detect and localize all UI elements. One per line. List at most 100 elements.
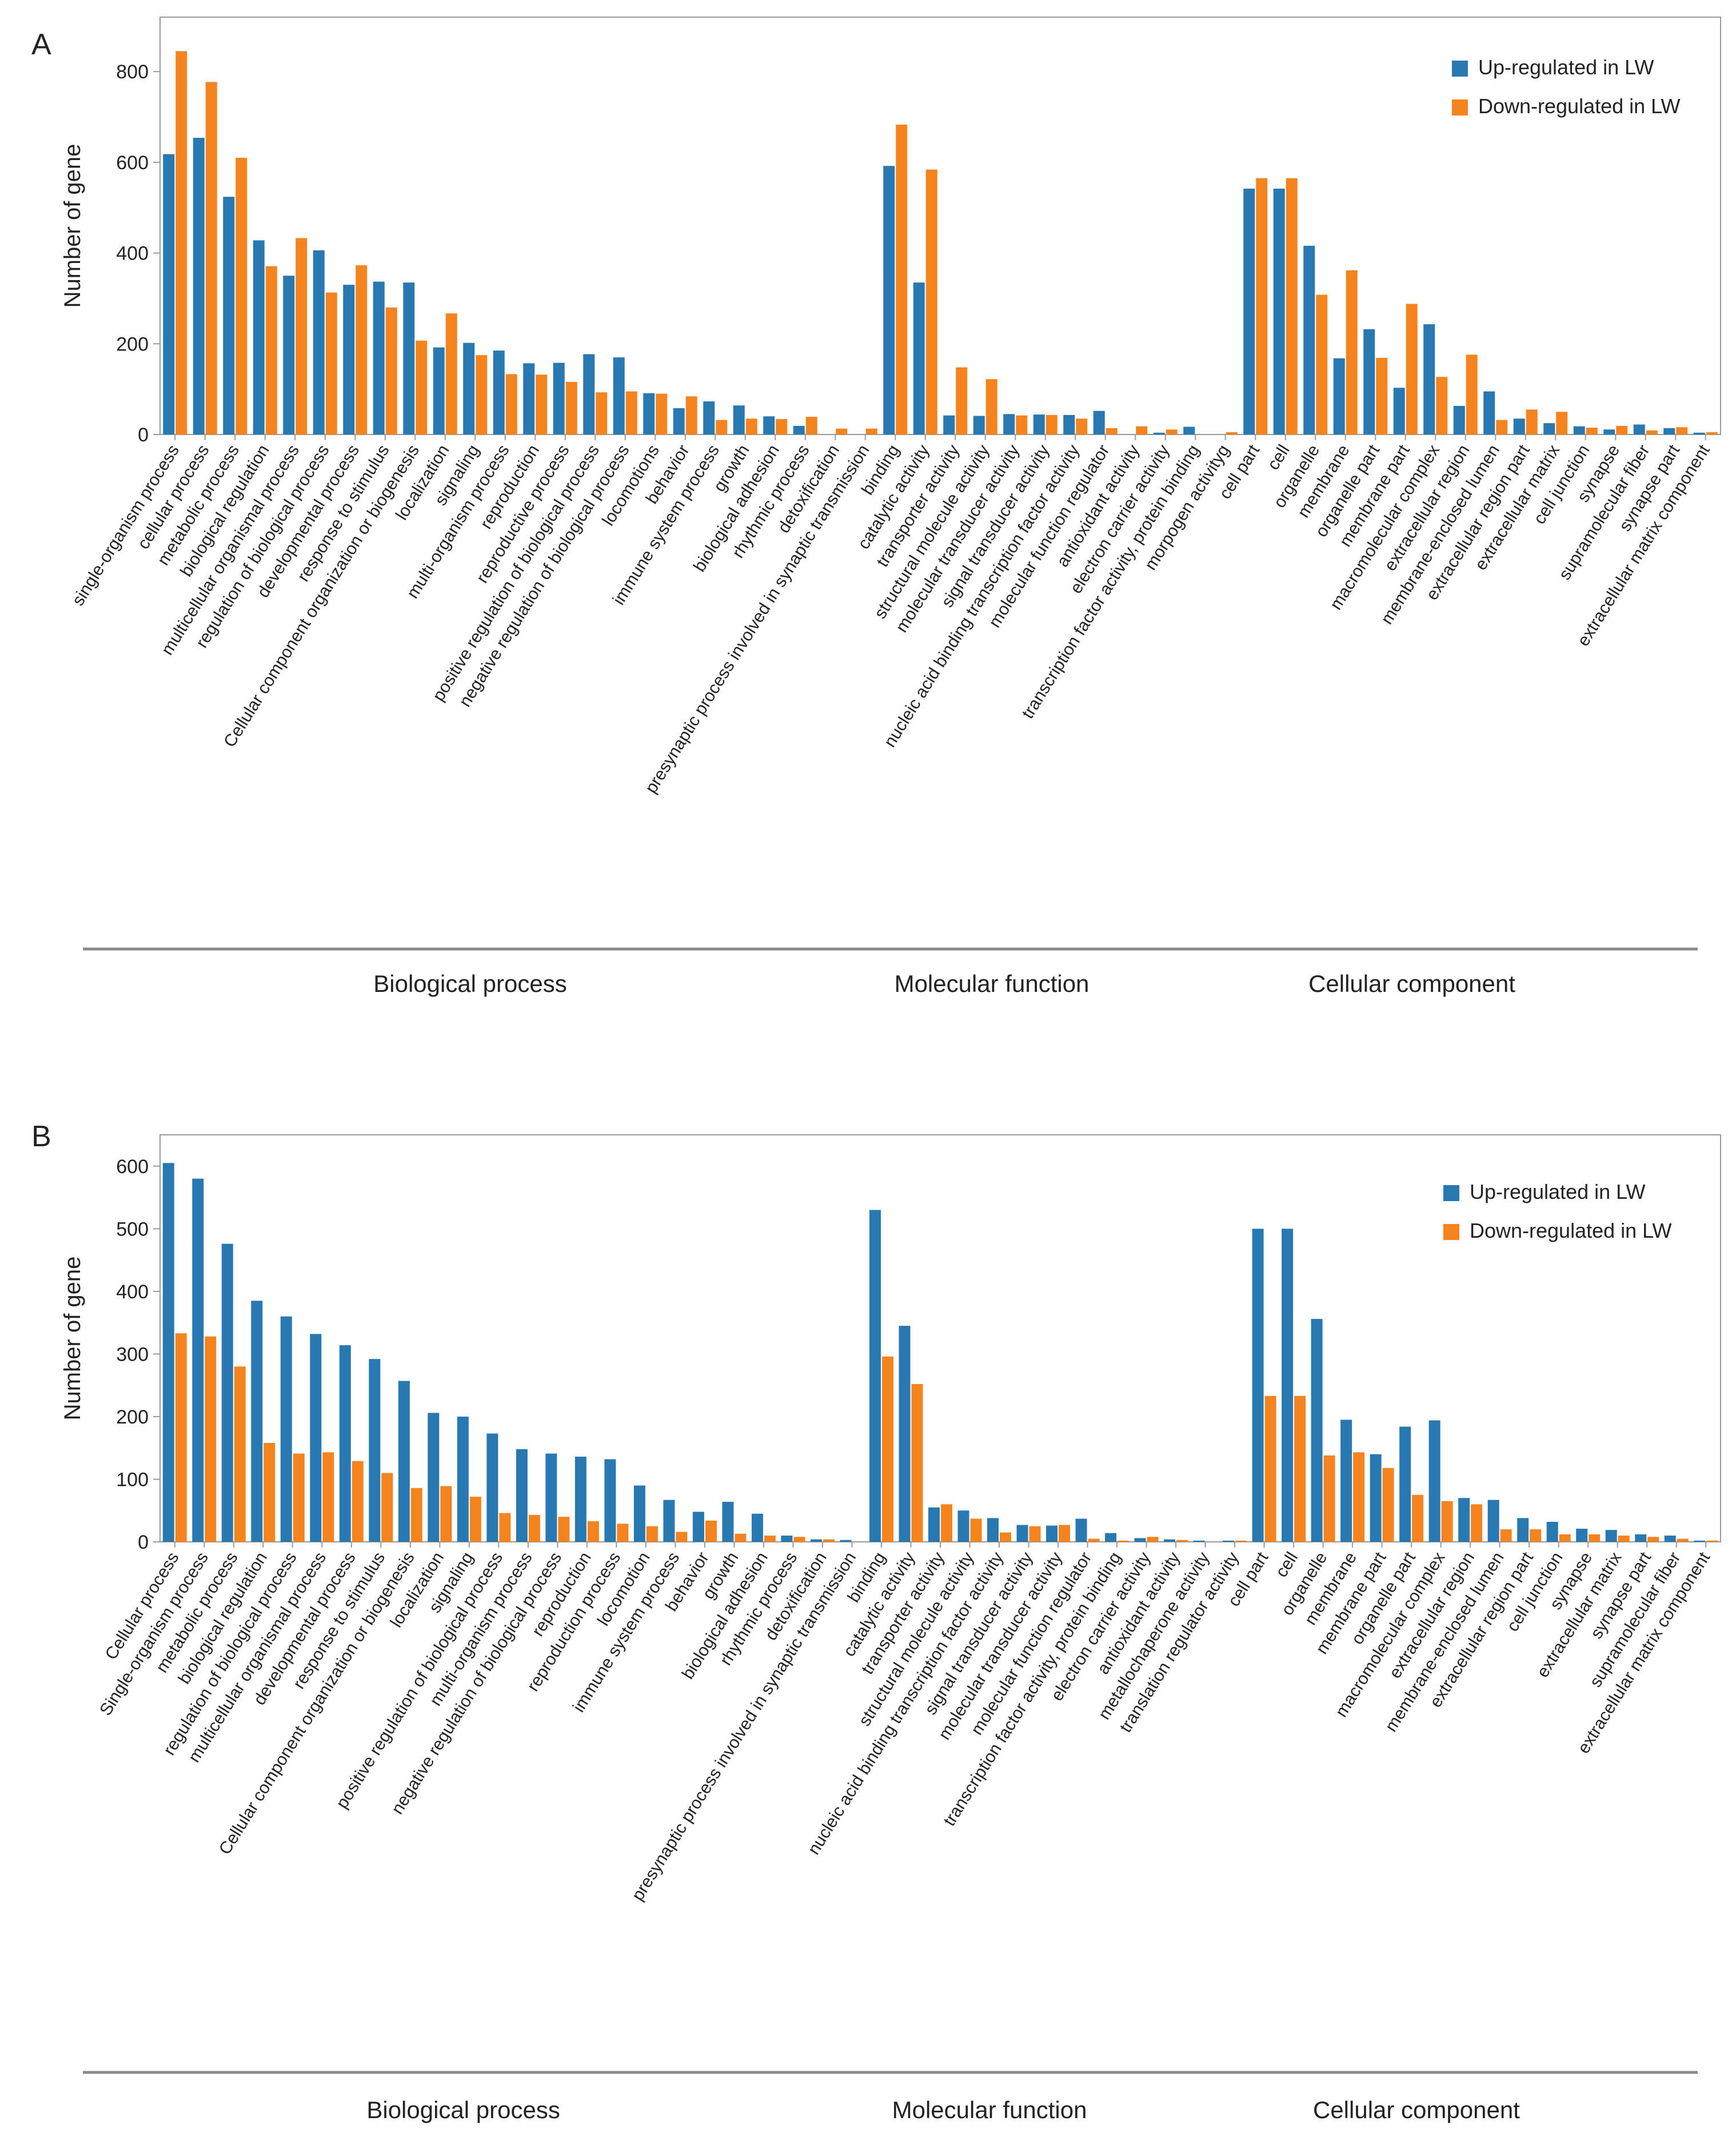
bar-down [175,1333,187,1542]
bar-up [1033,414,1045,434]
bar-up [310,1334,322,1542]
bar-up [283,276,295,434]
bar-up [913,282,925,434]
bar-down [1294,1396,1306,1542]
bar-up [1370,1454,1382,1542]
group-label: Biological process [366,2096,560,2123]
bar-down [1406,304,1418,434]
bar-up [1487,1500,1499,1542]
bar-up [1664,1536,1676,1542]
bar-up [1340,1420,1352,1542]
bar-up [523,363,535,434]
bar-down [1441,1501,1453,1542]
bar-down [793,1537,805,1542]
bar-down [385,307,397,434]
bar-up [1164,1539,1176,1542]
group-label: Biological process [373,970,567,997]
bar-up [493,350,505,434]
bar-up [943,415,955,434]
bar-down [1118,1540,1130,1542]
bar-down [499,1513,511,1542]
bar-up [1093,410,1105,434]
bar-down [985,379,997,434]
bar-down [1323,1455,1335,1542]
bar-down [970,1518,982,1542]
y-tick-label: 200 [116,333,149,355]
bar-down [956,367,968,434]
bar-down [1235,1540,1247,1542]
bar-up [1399,1426,1411,1542]
bar-down [1500,1529,1512,1542]
bar-down [685,396,697,434]
category-label: cell [1272,1549,1302,1581]
bar-down [505,374,517,434]
bar-up [810,1539,822,1542]
group-label: Cellular component [1308,970,1515,997]
bar-down [1559,1534,1571,1542]
bar-up [1576,1528,1588,1542]
y-axis-label: Number of gene [60,144,85,308]
bar-up [1273,188,1285,434]
y-tick-label: 400 [116,243,149,265]
bar-down [596,392,608,434]
bar-down [381,1473,393,1542]
bar-up [1003,414,1015,434]
bar-down [941,1504,952,1542]
bar-up [574,1457,586,1542]
bar-up [1453,406,1465,434]
bar-down [881,1356,893,1542]
bar-down [764,1536,776,1542]
bar-down [175,51,187,435]
bar-down [1471,1504,1483,1542]
bar-down [1088,1538,1100,1542]
bar-up [633,1485,645,1542]
bar-down [1136,426,1148,434]
bar-up [604,1459,616,1542]
bar-up [545,1453,557,1542]
bar-down [1556,412,1568,434]
bar-up [1016,1525,1028,1542]
legend-label-down: Down-regulated in LW [1478,94,1681,118]
bar-up [398,1381,410,1542]
bar-up [1517,1518,1529,1542]
bar-down [528,1514,540,1542]
bar-down [1706,1540,1718,1542]
bar-down [1076,418,1088,434]
bar-down [1496,420,1508,434]
bar-up [369,1359,381,1542]
bar-up [339,1345,351,1542]
bar-up [251,1301,263,1542]
bar-down [322,1452,334,1542]
legend: Up-regulated in LW Down-regulated in LW [1443,1180,1672,1242]
bar-up [253,240,265,434]
bar-down [264,1442,276,1542]
bar-up [673,408,685,434]
bar-down [716,420,728,434]
bar-up [793,425,805,434]
bar-down [1029,1526,1041,1542]
bar-up [883,166,895,434]
bar-down [558,1517,570,1542]
bar-down [1166,429,1178,434]
group-label: Cellular component [1313,2096,1520,2123]
bar-up [221,1243,233,1542]
bar-up [781,1536,793,1542]
bar-up [1134,1538,1146,1542]
legend-swatch-up [1452,61,1468,77]
bar-up [1573,426,1585,434]
y-axis-label: Number of gene [60,1257,85,1421]
bar-down [1000,1532,1012,1542]
bar-up [1243,188,1255,434]
group-label: Molecular function [895,970,1090,997]
bar-up [1546,1521,1558,1542]
bar-down [911,1384,923,1542]
bar-up [162,1163,174,1542]
bar-up [1694,1540,1706,1542]
bar-down [1589,1534,1601,1542]
bar-down [1106,428,1118,434]
bar-up [1046,1525,1058,1542]
bar-down [325,292,337,434]
bar-up [899,1326,911,1542]
bar-down [646,1526,658,1542]
bar-down [865,428,877,434]
